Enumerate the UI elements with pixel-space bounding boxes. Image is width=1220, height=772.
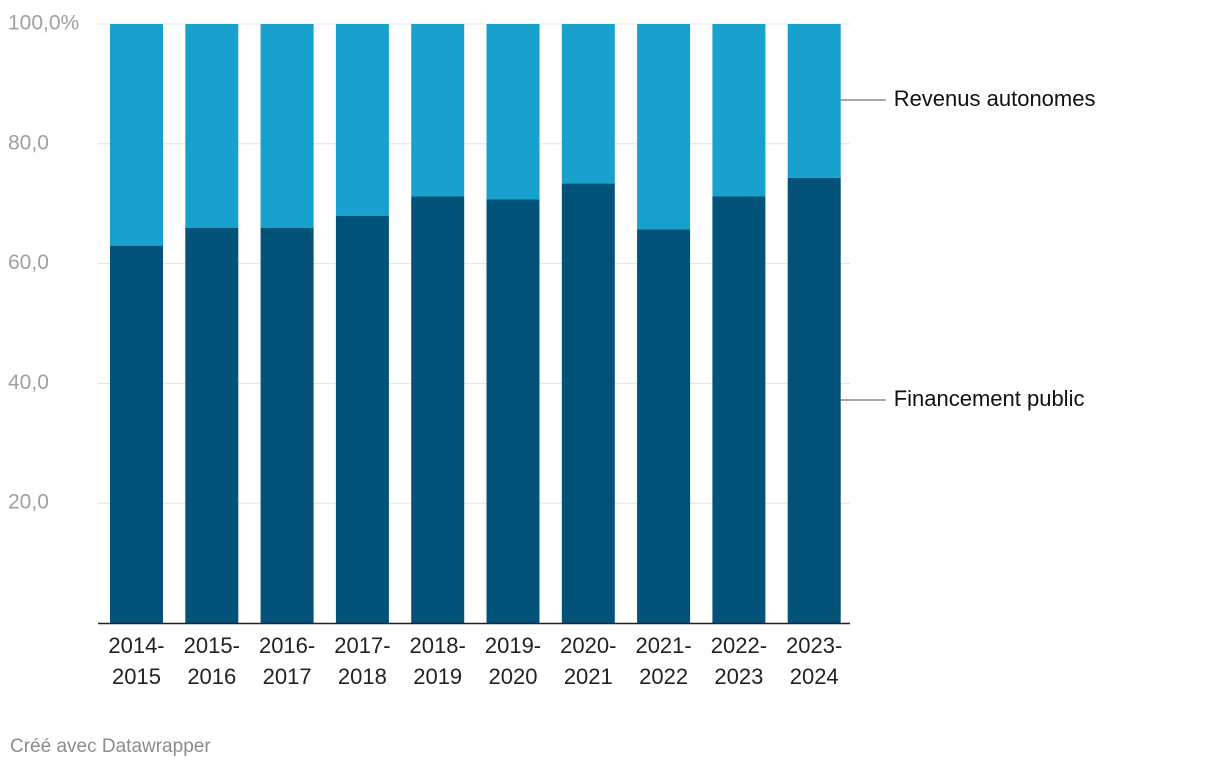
bar-segment-revenus-autonomes xyxy=(787,24,841,178)
axes: 20,0 40,0 60,0 80,0 100,0% 2014-2015 2015-2016… xyxy=(8,12,850,689)
bar-segment-revenus-autonomes xyxy=(486,24,540,200)
x-tick-label: 2019-2020 xyxy=(485,633,541,689)
bar-segment-financement-public xyxy=(260,227,314,623)
bar-segment-revenus-autonomes xyxy=(260,24,314,228)
bar-segment-revenus-autonomes xyxy=(185,24,239,228)
bar-segment-revenus-autonomes xyxy=(637,24,691,230)
y-tick-label: 100,0% xyxy=(8,12,79,35)
legend-revenus-autonomes: Revenus autonomes xyxy=(894,86,1096,111)
legend-financement-public: Financement public xyxy=(894,386,1085,411)
y-tick-label: 80,0 xyxy=(8,131,49,154)
x-tick-label: 2020-2021 xyxy=(560,633,616,689)
x-tick-label: 2017-2018 xyxy=(334,633,390,689)
x-tick-label: 2021-2022 xyxy=(635,633,691,689)
bar-segment-revenus-autonomes xyxy=(712,24,766,197)
bar-segment-financement-public xyxy=(561,183,615,624)
x-tick-label: 2016-2017 xyxy=(259,633,315,689)
x-tick-label: 2022-2023 xyxy=(711,633,767,689)
bar-segment-financement-public xyxy=(486,199,540,623)
bar-segment-financement-public xyxy=(712,196,766,623)
y-tick-label: 40,0 xyxy=(8,371,49,394)
bar-segment-financement-public xyxy=(185,227,239,623)
x-tick-label: 2018-2019 xyxy=(410,633,466,689)
bars xyxy=(110,24,841,624)
bar-segment-financement-public xyxy=(787,177,841,623)
y-tick-label: 60,0 xyxy=(8,251,49,274)
bar-segment-revenus-autonomes xyxy=(335,24,389,216)
y-tick-label: 20,0 xyxy=(8,491,49,514)
credit-text: Créé avec Datawrapper xyxy=(10,736,211,757)
bar-segment-financement-public xyxy=(411,196,465,623)
bar-segment-revenus-autonomes xyxy=(110,24,163,246)
x-tick-label: 2023-2024 xyxy=(786,633,842,689)
bar-segment-financement-public xyxy=(335,215,389,623)
bar-segment-financement-public xyxy=(637,229,691,623)
bar-segment-revenus-autonomes xyxy=(411,24,465,197)
x-tick-label: 2014-2015 xyxy=(108,633,164,689)
x-tick-label: 2015-2016 xyxy=(184,633,240,689)
bar-segment-revenus-autonomes xyxy=(561,24,615,184)
bar-segment-financement-public xyxy=(110,245,163,623)
legend: Financement public Revenus autonomes xyxy=(840,86,1096,411)
